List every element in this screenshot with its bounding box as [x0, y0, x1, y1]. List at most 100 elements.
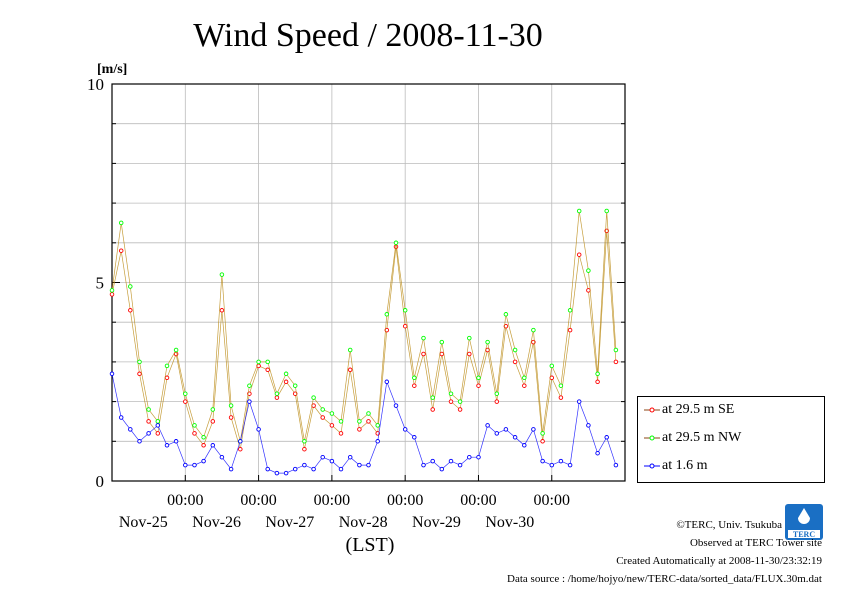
data-point [586, 423, 591, 428]
x-tick-date: Nov-25 [119, 514, 168, 531]
data-point [604, 435, 609, 440]
data-point [192, 431, 197, 436]
data-point [247, 399, 252, 404]
data-point [448, 458, 454, 464]
data-point [412, 383, 417, 388]
y-tick-label: 0 [96, 472, 105, 491]
data-point [210, 443, 216, 448]
data-point [512, 359, 518, 365]
series-2 [109, 371, 619, 476]
data-point [210, 419, 216, 424]
x-axis-label: (LST) [346, 534, 395, 556]
x-tick-time: 00:00 [460, 492, 496, 509]
data-point [613, 462, 619, 468]
data-point [118, 220, 124, 226]
data-point [164, 375, 170, 381]
data-point [274, 391, 280, 396]
data-point [357, 427, 362, 432]
x-tick-time: 00:00 [314, 492, 350, 509]
data-point [173, 347, 179, 353]
data-point [503, 312, 509, 317]
data-point [412, 435, 417, 440]
data-point [439, 351, 445, 357]
legend-marker-nw [644, 435, 660, 441]
data-point [595, 450, 600, 456]
data-point [558, 458, 564, 464]
data-point [347, 367, 353, 373]
data-point [522, 375, 527, 381]
data-point [613, 347, 619, 353]
data-point [155, 419, 161, 424]
data-point [155, 431, 161, 436]
data-point [457, 462, 463, 468]
data-point [320, 407, 325, 412]
data-point [476, 383, 481, 388]
data-point [375, 439, 380, 444]
data-point [302, 462, 307, 468]
data-point [503, 323, 509, 329]
legend-label-nw: at 29.5 m NW [662, 430, 742, 445]
data-point [228, 415, 234, 420]
data-point [439, 466, 445, 472]
data-point [421, 351, 426, 357]
y-tick-label: 5 [96, 274, 105, 293]
data-point [128, 427, 133, 432]
data-point [412, 375, 417, 381]
legend-label-se: at 29.5 m SE [662, 402, 735, 417]
data-point [494, 431, 500, 436]
data-point [329, 458, 335, 464]
data-point [228, 403, 234, 408]
data-point [586, 288, 591, 293]
data-point [238, 439, 243, 444]
data-point [137, 371, 142, 377]
data-point [274, 395, 280, 400]
data-point [219, 454, 225, 460]
data-point [467, 454, 472, 460]
data-point [421, 462, 426, 468]
data-point [558, 383, 564, 388]
x-tick-date: Nov-29 [412, 514, 461, 531]
data-point [357, 419, 362, 424]
data-point [567, 308, 573, 313]
y-axis-ticks: 0 5 10 [87, 75, 625, 491]
series-line [111, 210, 617, 442]
data-point [476, 454, 481, 460]
data-point [540, 439, 545, 444]
data-point [164, 443, 170, 448]
data-point [311, 466, 316, 472]
data-point [540, 431, 545, 436]
data-point [366, 462, 371, 468]
data-point [393, 403, 399, 408]
data-point [128, 308, 133, 313]
data-point [384, 379, 390, 385]
data-point [347, 347, 353, 353]
data-point [604, 208, 609, 214]
series-line [111, 230, 617, 450]
x-axis-ticks: 00:00Nov-2500:00Nov-2600:00Nov-2700:00No… [119, 475, 570, 531]
data-point [146, 419, 151, 424]
x-tick-time: 00:00 [534, 492, 570, 509]
data-point [457, 399, 463, 404]
data-point [302, 439, 307, 444]
data-point [320, 415, 325, 420]
data-point [265, 367, 270, 373]
x-tick-date: Nov-26 [192, 514, 241, 531]
data-point [256, 359, 261, 365]
data-point [201, 458, 206, 464]
terc-logo: TERC [784, 503, 824, 541]
data-point [402, 427, 408, 432]
data-point [430, 407, 435, 412]
data-point [155, 423, 161, 428]
data-point [265, 466, 270, 472]
data-point [393, 240, 399, 246]
data-point [283, 470, 289, 476]
x-tick-date: Nov-28 [339, 514, 388, 531]
data-point [503, 427, 509, 432]
data-point [228, 466, 234, 472]
data-point [357, 462, 362, 468]
data-point [109, 292, 115, 297]
data-point [183, 399, 188, 404]
data-point [347, 454, 353, 460]
data-point [146, 407, 151, 412]
data-point [467, 335, 472, 341]
